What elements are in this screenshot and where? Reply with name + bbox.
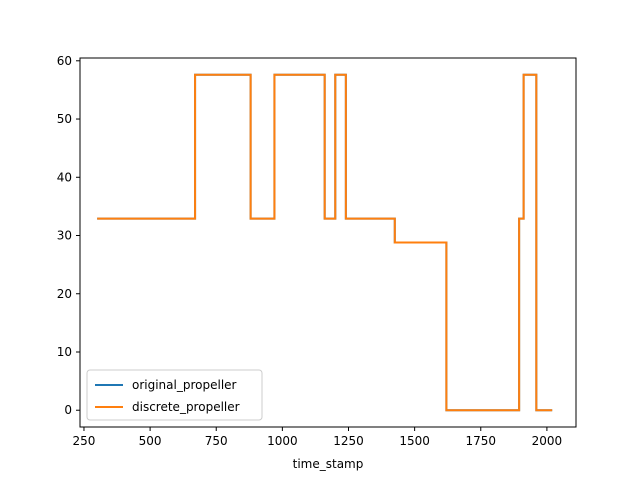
series-layer: [97, 73, 553, 412]
x-tick-label: 250: [73, 434, 96, 448]
y-tick-label: 0: [64, 403, 72, 417]
y-tick-label: 20: [57, 287, 72, 301]
x-tick-label: 2000: [532, 434, 563, 448]
legend-box: [86, 369, 263, 421]
x-tick-label: 750: [205, 434, 228, 448]
legend-label-discrete_propeller: discrete_propeller: [132, 400, 240, 414]
legend-label-original_propeller: original_propeller: [132, 378, 237, 392]
y-tick-label: 10: [57, 345, 72, 359]
axis-layer: [79, 57, 577, 428]
y-tick-label: 40: [57, 170, 72, 184]
axes-frame: [79, 57, 577, 428]
y-tick-label: 30: [57, 229, 72, 243]
y-tick-label: 60: [57, 54, 72, 68]
x-tick-label: 1750: [465, 434, 496, 448]
tick-layer: 250 500 750 1000 1250 1500 1750 2000 0 10 20 30 40 50…: [57, 54, 562, 448]
x-tick-label: 1500: [399, 434, 430, 448]
x-tick-label: 500: [139, 434, 162, 448]
legend: original_propeller discrete_propeller: [86, 369, 263, 421]
series-line-discrete_propeller: [97, 73, 553, 412]
plot-area: [80, 58, 576, 427]
x-tick-label: 1000: [267, 434, 298, 448]
y-tick-label: 50: [57, 112, 72, 126]
x-axis-label: time_stamp: [293, 457, 364, 471]
x-tick-label: 1250: [333, 434, 364, 448]
